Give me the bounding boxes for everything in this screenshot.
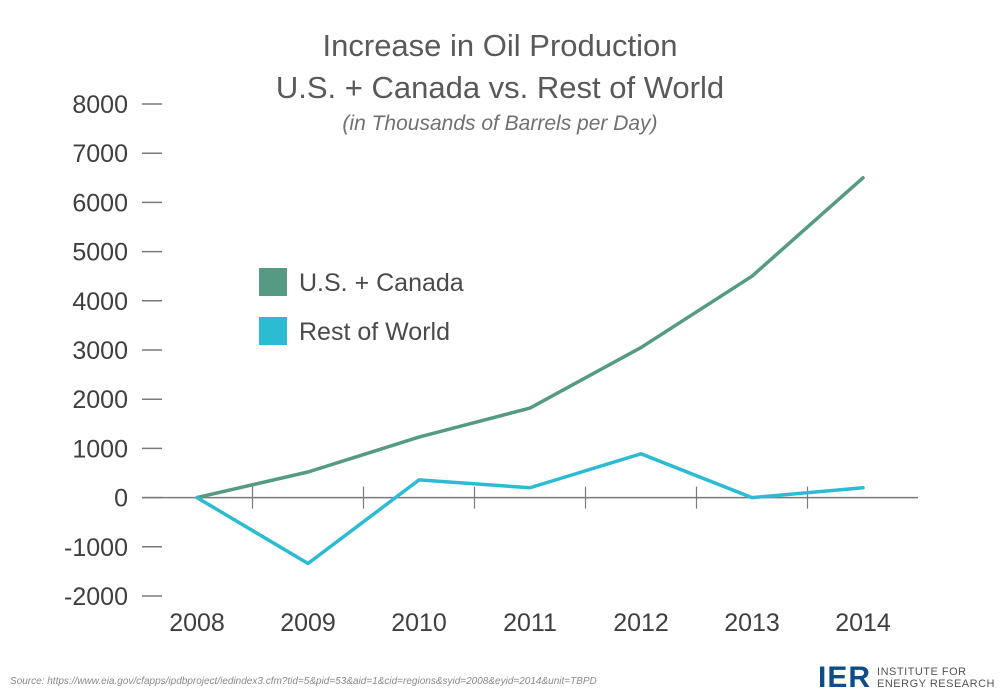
y-tick-label: 4000 [72,288,128,316]
y-tick-label: 0 [114,485,128,513]
y-tick-label: 1000 [72,435,128,463]
series-line-us-canada [195,176,865,500]
legend-swatch [259,317,287,345]
legend-label: Rest of World [299,318,450,346]
x-tick-label: 2009 [280,609,336,637]
y-tick-label: 5000 [72,239,128,267]
y-tick-label: -2000 [64,583,128,611]
y-tick-label: 2000 [72,386,128,414]
logo-mark: IER [818,661,872,694]
logo-text-line-1: INSTITUTE FOR [877,666,967,678]
y-axis: 8000 7000 6000 5000 4000 3000 2000 1000 0 -1000 -2… [64,91,162,611]
x-axis: 2008 2009 2010 2011 2012 2013 2014 [142,486,918,637]
chart-subtitle: (in Thousands of Barrels per Day) [342,112,658,135]
series-layer [195,176,865,566]
chart-title: Increase in Oil Production [322,28,678,63]
logo-text: INSTITUTE FOR ENERGY RESEARCH [877,666,995,690]
source-note: Source: https://www.eia.gov/cfapps/ipdbp… [10,676,597,687]
y-tick-label: 7000 [72,140,128,168]
chart-title-line-2: U.S. + Canada vs. Rest of World [275,70,725,105]
y-tick-label: -1000 [64,534,128,562]
ier-logo: IER INSTITUTE FOR ENERGY RESEARCH [818,663,995,693]
x-tick-label: 2013 [724,609,780,637]
x-tick-label: 2010 [391,609,447,637]
x-tick-label: 2014 [835,609,891,637]
x-tick-label: 2012 [613,609,669,637]
y-tick-label: 6000 [72,189,128,217]
legend-label: U.S. + Canada [299,269,464,297]
x-tick-label: 2008 [169,609,225,637]
y-tick-label: 8000 [72,91,128,119]
series-line-rest-of-world [195,452,865,566]
y-tick-label: 3000 [72,337,128,365]
x-tick-label: 2011 [503,609,557,637]
logo-text-line-2: ENERGY RESEARCH [877,678,995,690]
legend: U.S. + Canada Rest of World [259,268,464,346]
legend-swatch [259,268,287,296]
